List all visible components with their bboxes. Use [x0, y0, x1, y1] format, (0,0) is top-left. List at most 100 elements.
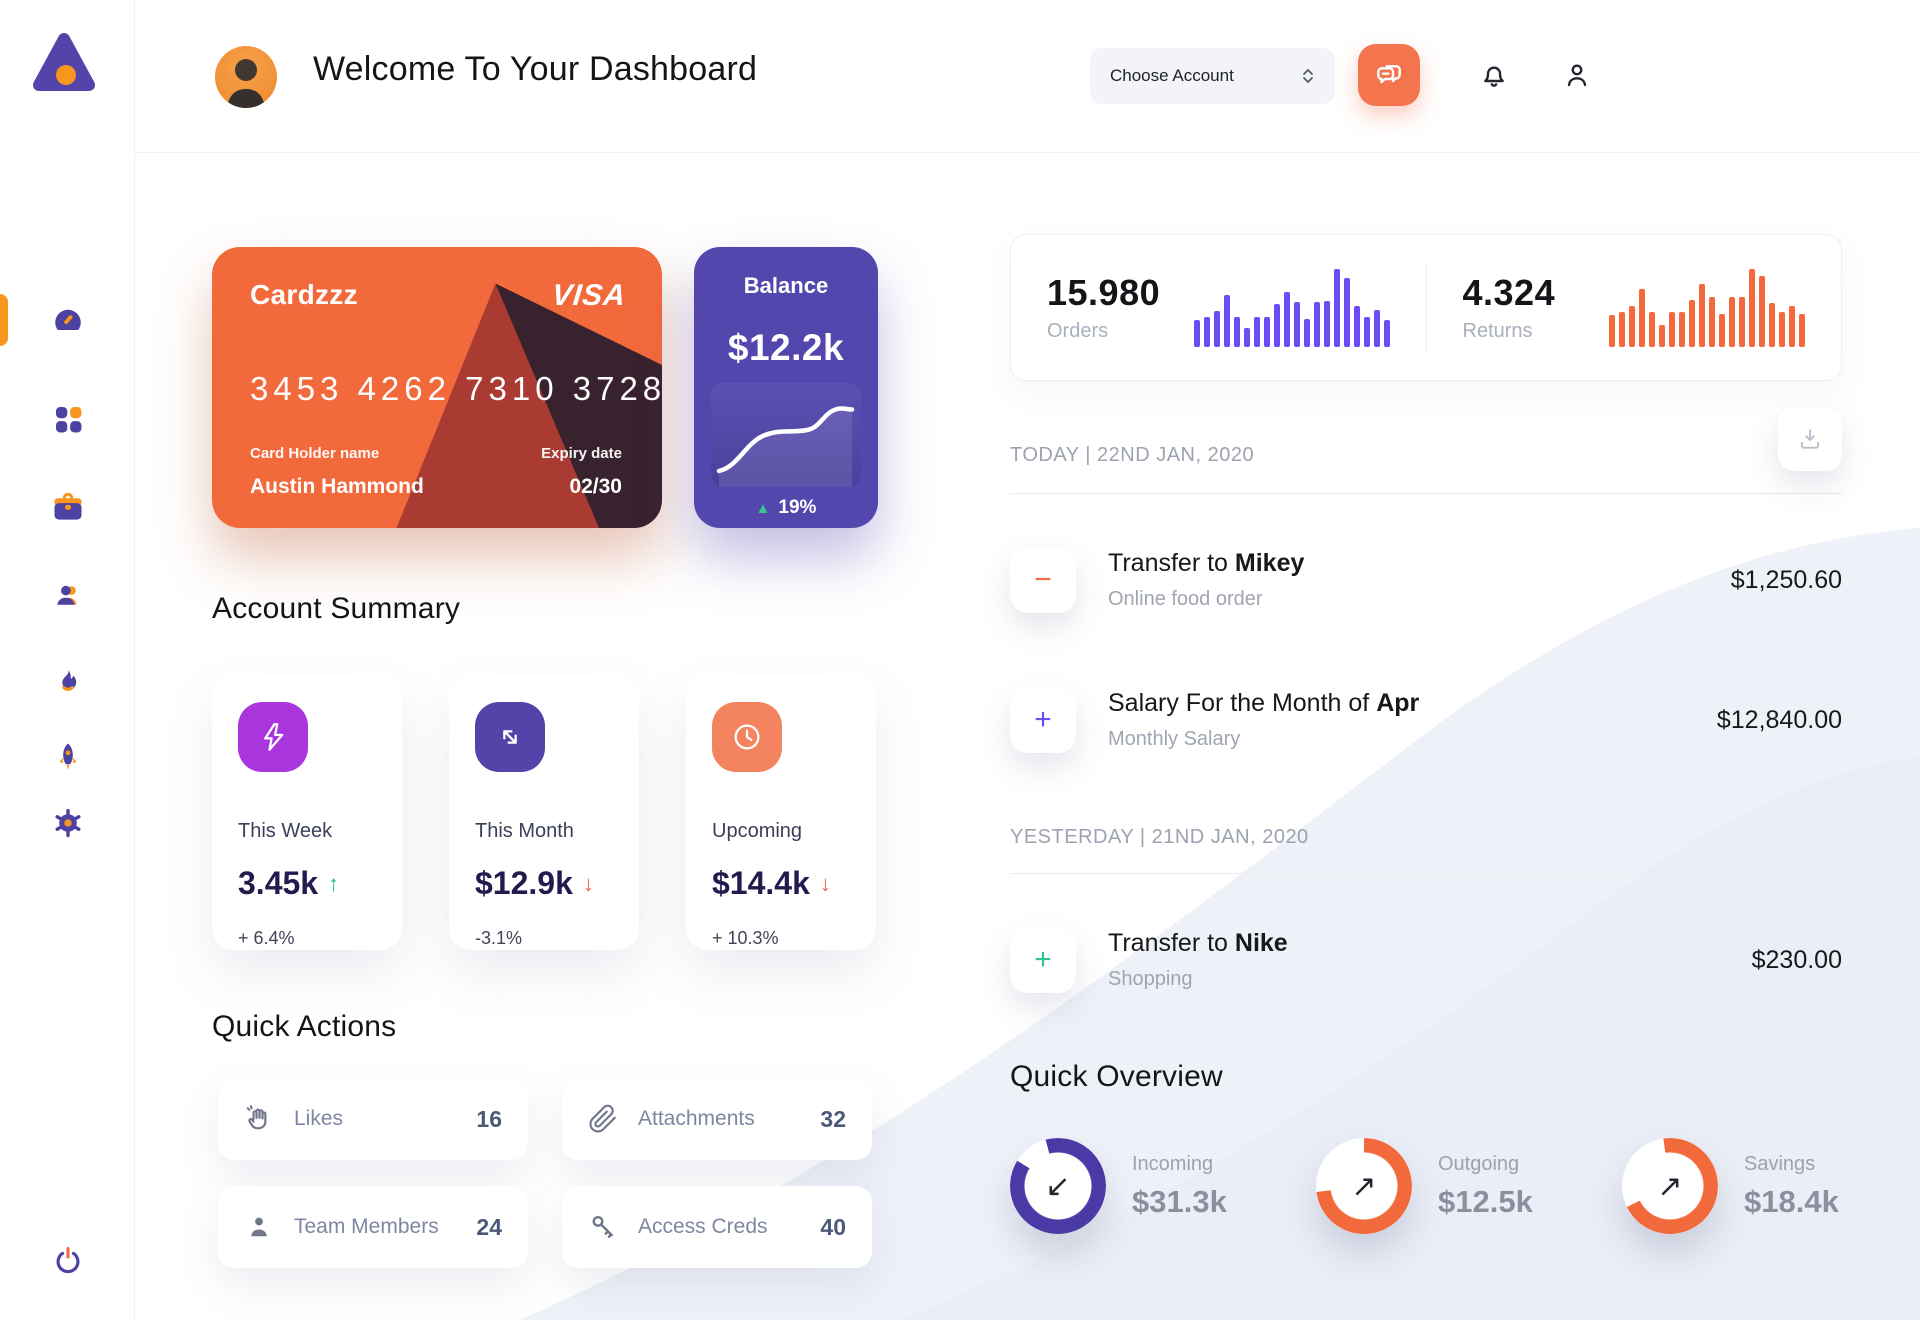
mini-bar — [1383, 319, 1390, 347]
mini-bar — [1749, 268, 1755, 347]
sidebar-item-team[interactable] — [39, 568, 97, 626]
card-expiry-date: 02/30 — [569, 475, 622, 498]
mini-bar — [1669, 312, 1675, 347]
outgoing-overview: ↗ Outgoing $12.5k — [1316, 1138, 1622, 1234]
transaction-title: Transfer to Mikey — [1108, 549, 1304, 578]
user-icon — [1561, 59, 1593, 91]
sidebar-item-settings[interactable] — [39, 794, 97, 852]
team-member-icon — [244, 1212, 274, 1242]
logout-button[interactable] — [39, 1232, 97, 1290]
messages-button[interactable] — [1358, 44, 1420, 106]
card-number: 3453 4262 7310 3728 — [250, 370, 662, 407]
summary-amount: $14.4k — [712, 865, 810, 901]
access-creds-action-card[interactable]: Access Creds 40 — [562, 1186, 872, 1268]
apps-grid-icon — [51, 402, 85, 436]
right-column: 15.980 Orders 4.324 Returns TODAY | 22ND… — [1010, 234, 1842, 1234]
mini-bar — [1333, 268, 1340, 347]
mini-bar — [1193, 319, 1200, 347]
settings-gear-icon — [51, 806, 85, 840]
trend-down-arrow-icon: ↓ — [819, 870, 831, 896]
orders-label: Orders — [1047, 320, 1109, 342]
mini-bar — [1779, 312, 1785, 347]
transaction-row-mikey[interactable]: − Transfer to Mikey Online food order $1… — [1010, 530, 1842, 630]
mini-bar — [1243, 327, 1250, 347]
choose-account-label: Choose Account — [1110, 66, 1234, 85]
notifications-button[interactable] — [1473, 54, 1515, 96]
transaction-amount: $12,840.00 — [1716, 705, 1842, 734]
mini-bar — [1373, 309, 1380, 347]
team-members-action-card[interactable]: Team Members 24 — [218, 1186, 528, 1268]
returns-value: 4.324 — [1462, 272, 1556, 313]
power-icon — [51, 1244, 85, 1278]
left-column: Cardzzz VISA 3453 4262 7310 3728 Card Ho… — [212, 247, 1018, 1268]
credit-card: Cardzzz VISA 3453 4262 7310 3728 Card Ho… — [212, 247, 662, 528]
trend-down-arrow-icon: ↓ — [582, 870, 594, 896]
summary-delta: + 6.4% — [238, 928, 295, 948]
mini-bar — [1283, 291, 1290, 347]
mini-bar — [1719, 313, 1725, 347]
incoming-overview: ↙ Incoming $31.3k — [1010, 1138, 1316, 1234]
stats-divider — [1425, 262, 1427, 353]
summary-value: $14.4k ↓ — [712, 865, 850, 902]
mini-bar — [1619, 312, 1625, 347]
plus-icon: + — [1010, 687, 1076, 753]
sidebar-active-indicator — [0, 294, 8, 346]
sidebar-item-apps[interactable] — [39, 390, 97, 448]
quick-actions-title: Quick Actions — [212, 1010, 397, 1043]
mini-bar — [1203, 316, 1210, 347]
profile-button[interactable] — [1556, 54, 1598, 96]
mini-bar — [1343, 277, 1350, 347]
mini-bar — [1689, 299, 1695, 347]
sidebar-item-launch[interactable] — [39, 728, 97, 786]
clock-icon — [712, 702, 782, 772]
mini-bar — [1263, 316, 1270, 347]
quick-overview-row: ↙ Incoming $31.3k ↗ Outgoing $12.5k — [1010, 1138, 1842, 1234]
mini-bar — [1739, 296, 1745, 347]
mini-bar — [1709, 296, 1715, 347]
mini-bar — [1699, 284, 1705, 347]
card-name: Cardzzz — [250, 279, 358, 310]
app-logo[interactable] — [26, 26, 102, 102]
trend-up-arrow-icon: ↑ — [328, 870, 340, 896]
overview-label: Incoming — [1132, 1152, 1214, 1175]
divider — [1010, 493, 1842, 494]
title-bold: Apr — [1376, 689, 1420, 717]
summary-card-upcoming: Upcoming $14.4k ↓ + 10.3% — [686, 674, 876, 950]
action-count: 32 — [820, 1105, 846, 1132]
sidebar-item-trending[interactable] — [39, 654, 97, 712]
paperclip-icon — [588, 1104, 618, 1134]
download-statement-button[interactable] — [1778, 407, 1842, 471]
transaction-row-salary[interactable]: + Salary For the Month of Apr Monthly Sa… — [1010, 670, 1842, 770]
sidebar-item-dashboard[interactable] — [39, 292, 97, 350]
arrow-up-right-icon: ↗ — [1351, 1169, 1377, 1203]
mini-bar — [1769, 302, 1775, 347]
mini-bar — [1789, 305, 1795, 347]
transaction-title: Salary For the Month of Apr — [1108, 689, 1419, 718]
balance-delta-value: 19% — [778, 497, 817, 518]
choose-account-select[interactable]: Choose Account — [1090, 48, 1335, 104]
transaction-row-nike[interactable]: + Transfer to Nike Shopping $230.00 — [1010, 910, 1842, 1010]
today-date-bar: TODAY | 22ND JAN, 2020 — [1010, 407, 1842, 473]
mini-bar — [1303, 319, 1310, 347]
transaction-amount: $230.00 — [1751, 945, 1842, 974]
summary-amount: 3.45k — [238, 865, 319, 901]
mini-bar — [1313, 302, 1320, 347]
mini-bar — [1759, 276, 1765, 347]
orders-mini-chart — [1193, 268, 1390, 347]
mini-bar — [1323, 301, 1330, 347]
mini-bar — [1293, 302, 1300, 347]
title-prefix: Transfer to — [1108, 929, 1235, 957]
likes-action-card[interactable]: Likes 16 — [218, 1078, 528, 1160]
balance-value: $12.2k — [727, 327, 845, 368]
summary-delta: -3.1% — [475, 928, 523, 948]
sign-glyph: − — [1034, 563, 1052, 596]
returns-stat: 4.324 Returns — [1427, 235, 1842, 380]
card-holder-name: Austin Hammond — [250, 475, 424, 498]
returns-mini-chart — [1609, 268, 1805, 347]
arrow-up-right-icon: ↗ — [1657, 1169, 1683, 1203]
swap-arrows-icon — [475, 702, 545, 772]
attachments-action-card[interactable]: Attachments 32 — [562, 1078, 872, 1160]
mini-bar — [1353, 305, 1360, 347]
sidebar-item-work[interactable] — [39, 478, 97, 536]
action-label: Access Creds — [638, 1215, 768, 1238]
